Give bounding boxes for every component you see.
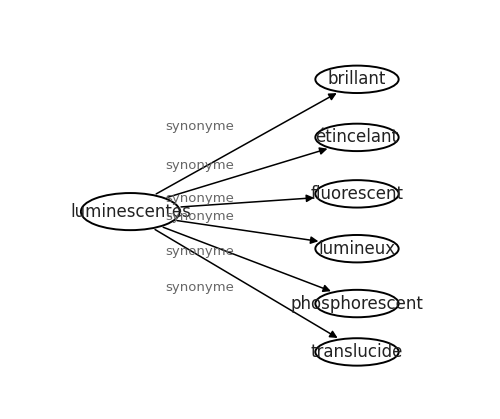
Text: synonyme: synonyme [166, 192, 234, 205]
Text: fluorescent: fluorescent [310, 185, 404, 203]
Text: luminescentes: luminescentes [70, 203, 191, 220]
Text: synonyme: synonyme [166, 281, 234, 294]
Ellipse shape [316, 124, 398, 151]
Ellipse shape [316, 180, 398, 207]
Text: étincelant: étincelant [316, 128, 398, 146]
Ellipse shape [316, 235, 398, 262]
Text: synonyme: synonyme [166, 246, 234, 259]
Ellipse shape [81, 193, 180, 230]
Text: phosphorescent: phosphorescent [290, 295, 424, 313]
Ellipse shape [316, 338, 398, 366]
Text: synonyme: synonyme [166, 210, 234, 223]
Ellipse shape [316, 290, 398, 317]
Ellipse shape [316, 66, 398, 93]
Text: synonyme: synonyme [166, 119, 234, 132]
Text: translucide: translucide [311, 343, 403, 361]
Text: synonyme: synonyme [166, 159, 234, 172]
Text: lumineux: lumineux [318, 240, 396, 258]
Text: brillant: brillant [328, 70, 386, 88]
